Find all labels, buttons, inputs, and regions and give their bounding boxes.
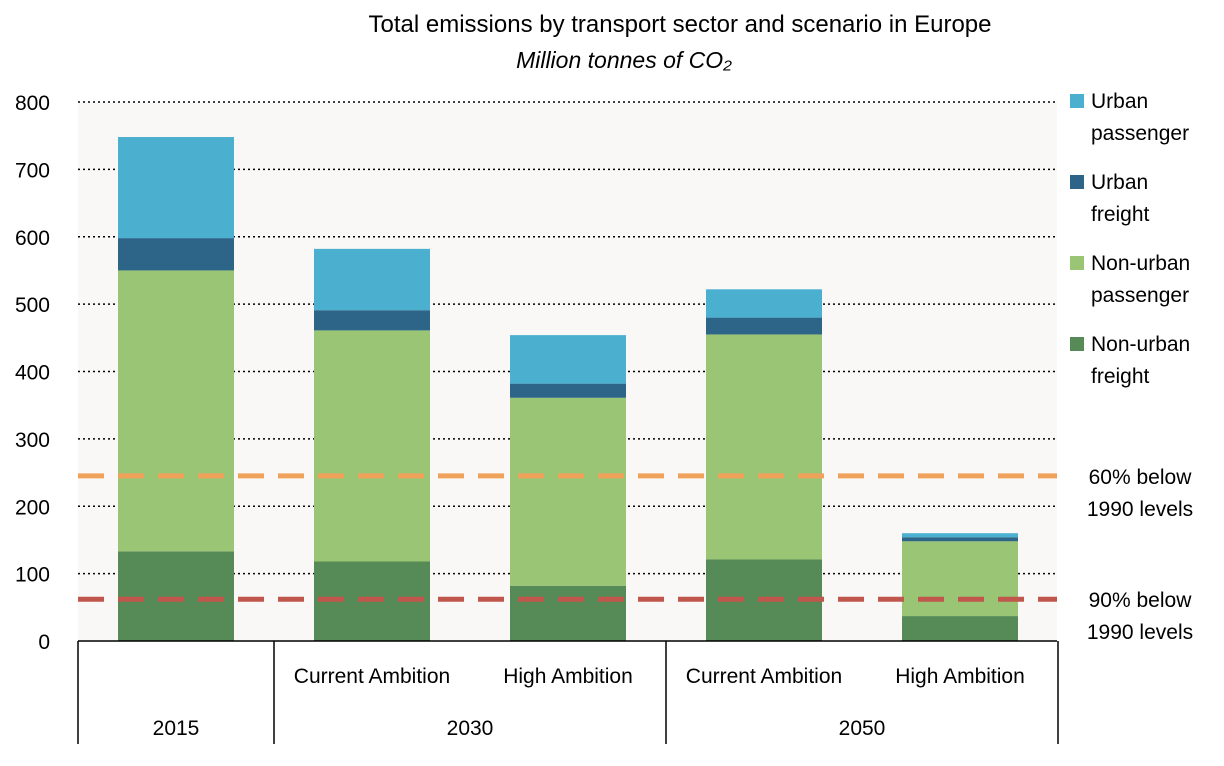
reference-lines: 60% below 1990 levels 90% below 1990 levels: [78, 466, 1193, 644]
bar-segment: [118, 270, 234, 552]
bar-segment: [902, 537, 1018, 542]
gridlines: [78, 101, 1057, 575]
bar-segment: [314, 248, 430, 311]
bars: [118, 137, 1018, 641]
x-group-label: 2050: [839, 717, 886, 740]
x-tick-label: Current Ambition: [294, 665, 450, 688]
bar-segment: [902, 533, 1018, 538]
y-tick-label: 400: [15, 362, 50, 385]
reference-label: 90% below: [1089, 589, 1193, 612]
x-group-label: 2015: [153, 717, 200, 740]
bar-segment: [510, 383, 626, 398]
legend-label: freight: [1091, 365, 1150, 388]
legend-label: freight: [1091, 203, 1150, 226]
bar-segment: [510, 585, 626, 641]
legend-label: Urban: [1091, 171, 1148, 194]
legend-swatch: [1070, 256, 1084, 270]
x-tick-label: High Ambition: [503, 665, 633, 688]
y-tick-label: 100: [15, 564, 50, 587]
bar-segment: [902, 541, 1018, 617]
reference-label: 1990 levels: [1087, 621, 1193, 644]
bar-segment: [314, 310, 430, 331]
bar-segment: [902, 616, 1018, 641]
chart-subtitle: Million tonnes of CO₂: [516, 47, 732, 73]
reference-label: 60% below: [1089, 466, 1193, 489]
legend-swatch: [1070, 94, 1084, 108]
x-tick-label: High Ambition: [895, 665, 1025, 688]
legend-label: passenger: [1091, 122, 1189, 145]
legend-swatch: [1070, 337, 1084, 351]
legend-label: Urban: [1091, 90, 1148, 113]
bar-segment: [510, 335, 626, 384]
legend-label: Non-urban: [1091, 252, 1190, 275]
y-tick-label: 200: [15, 496, 50, 519]
y-tick-label: 700: [15, 159, 50, 182]
x-tick-label: Current Ambition: [686, 665, 842, 688]
legend-label: Non-urban: [1091, 333, 1190, 356]
x-group-label: 2030: [447, 717, 494, 740]
bar-segment: [706, 334, 822, 560]
bar-segment: [510, 397, 626, 586]
y-tick-label: 0: [38, 631, 50, 654]
y-tick-label: 600: [15, 227, 50, 250]
chart-title: Total emissions by transport sector and …: [369, 11, 992, 38]
y-tick-label: 500: [15, 294, 50, 317]
legend-swatch: [1070, 175, 1084, 189]
reference-label: 1990 levels: [1087, 498, 1193, 521]
axes: 0 100 200 300 400 500 600 700 800 2015 Current Amb…: [15, 92, 1059, 744]
y-tick-label: 800: [15, 92, 50, 115]
legend-label: passenger: [1091, 284, 1189, 307]
bar-segment: [706, 317, 822, 335]
bar-segment: [118, 551, 234, 641]
bar-segment: [118, 238, 234, 271]
legend: Urban passenger Urban freight Non-urban passe…: [1070, 90, 1190, 388]
bar-segment: [118, 137, 234, 239]
bar-segment: [314, 330, 430, 562]
y-tick-label: 300: [15, 429, 50, 452]
bar-segment: [706, 289, 822, 318]
